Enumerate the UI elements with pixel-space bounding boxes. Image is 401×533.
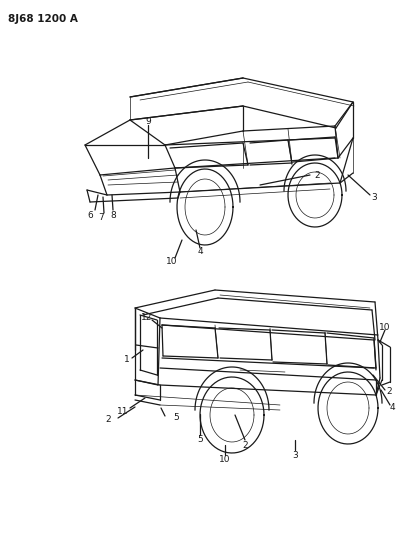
Text: 10: 10 <box>166 257 178 266</box>
Text: 8J68 1200 A: 8J68 1200 A <box>8 14 78 24</box>
Text: 11: 11 <box>117 408 129 416</box>
Text: 4: 4 <box>197 247 203 256</box>
Text: 2: 2 <box>105 416 111 424</box>
Text: 2: 2 <box>386 387 392 397</box>
Text: 2: 2 <box>314 172 320 181</box>
Text: 8: 8 <box>110 211 116 220</box>
Text: 5: 5 <box>197 435 203 445</box>
Text: 6: 6 <box>87 211 93 220</box>
Text: 10: 10 <box>379 322 391 332</box>
Text: 10: 10 <box>219 456 231 464</box>
Text: 3: 3 <box>371 192 377 201</box>
Text: 3: 3 <box>292 450 298 459</box>
Text: 12: 12 <box>141 312 153 321</box>
Text: 4: 4 <box>389 403 395 413</box>
Text: 7: 7 <box>98 214 104 222</box>
Text: 2: 2 <box>242 440 248 449</box>
Text: 1: 1 <box>124 356 130 365</box>
Text: 9: 9 <box>145 117 151 126</box>
Text: 5: 5 <box>173 413 179 422</box>
